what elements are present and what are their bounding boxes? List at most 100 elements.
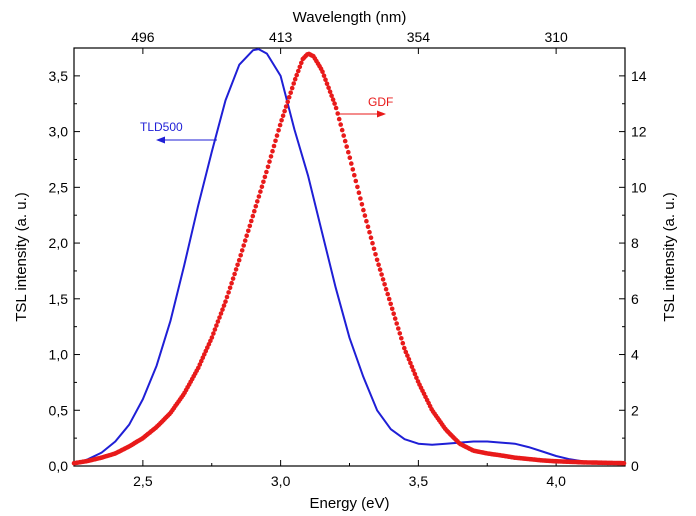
y-right-tick-label: 2 bbox=[631, 402, 639, 418]
series-point-gdf bbox=[262, 174, 268, 180]
series-point-gdf bbox=[346, 149, 351, 155]
annotation-gdf: GDF bbox=[339, 95, 393, 118]
series-point-gdf bbox=[283, 104, 289, 109]
series-point-gdf bbox=[296, 68, 301, 74]
series-point-gdf bbox=[259, 184, 265, 189]
series-point-gdf bbox=[373, 252, 378, 257]
series-point-gdf bbox=[246, 228, 251, 234]
series-point-gdf bbox=[347, 155, 353, 160]
y-right-tick-label: 8 bbox=[631, 235, 639, 251]
series-point-gdf bbox=[339, 127, 345, 133]
x-bottom-tick-label: 3,5 bbox=[409, 473, 429, 489]
series-point-gdf bbox=[391, 311, 397, 317]
series-point-gdf bbox=[385, 291, 391, 297]
series-point-gdf bbox=[396, 326, 401, 331]
x-top-tick-label: 496 bbox=[131, 29, 155, 45]
series-point-gdf bbox=[320, 69, 325, 74]
series-point-gdf bbox=[249, 218, 254, 224]
series-point-gdf bbox=[265, 164, 271, 170]
series-point-gdf bbox=[403, 349, 409, 355]
series-point-gdf bbox=[397, 331, 403, 336]
x-top-tick-label: 310 bbox=[544, 29, 568, 45]
series-point-gdf bbox=[371, 246, 377, 252]
series-point-gdf bbox=[400, 340, 406, 346]
series-point-gdf bbox=[411, 368, 416, 373]
series-point-gdf bbox=[273, 138, 278, 144]
series-point-gdf bbox=[329, 93, 334, 98]
series-point-gdf bbox=[242, 238, 248, 243]
series-point-gdf bbox=[279, 118, 284, 123]
annotation-gdf-label: GDF bbox=[368, 95, 393, 109]
x-top-tick-label: 354 bbox=[407, 29, 431, 45]
series-point-gdf bbox=[282, 108, 287, 114]
series-point-gdf bbox=[286, 95, 292, 100]
series-point-gdf bbox=[394, 321, 400, 326]
x-top-axis-title: Wavelength (nm) bbox=[293, 9, 407, 26]
series-point-gdf bbox=[327, 89, 333, 94]
series-point-gdf bbox=[230, 276, 236, 281]
series-point-gdf bbox=[326, 85, 331, 90]
series-point-gdf bbox=[264, 169, 269, 175]
series-point-gdf bbox=[344, 144, 350, 149]
series-point-gdf bbox=[218, 311, 224, 316]
series-point-gdf bbox=[291, 81, 297, 86]
y-right-tick-label: 14 bbox=[631, 68, 647, 84]
annotation-tld500-arrowhead bbox=[156, 136, 165, 144]
series-point-gdf bbox=[392, 316, 398, 321]
series-point-gdf bbox=[235, 262, 240, 268]
series-point-gdf bbox=[233, 267, 239, 272]
series-point-gdf bbox=[409, 364, 415, 370]
series-point-gdf bbox=[247, 223, 253, 229]
series-point-gdf bbox=[365, 224, 371, 229]
annotation-gdf-arrowhead bbox=[377, 110, 386, 118]
series-point-gdf bbox=[227, 285, 233, 291]
series-point-gdf bbox=[383, 286, 389, 292]
annotation-tld500-label: TLD500 bbox=[140, 120, 183, 134]
series-point-gdf bbox=[332, 101, 337, 106]
series-point-gdf bbox=[297, 64, 303, 70]
series-point-gdf bbox=[361, 207, 366, 213]
x-bottom-tick-label: 4,0 bbox=[546, 473, 566, 489]
series-point-gdf bbox=[358, 196, 363, 201]
series-point-gdf bbox=[405, 353, 410, 358]
series-point-gdf bbox=[379, 272, 384, 277]
y-left-tick-label: 2,0 bbox=[49, 235, 69, 251]
series-point-gdf bbox=[388, 301, 394, 307]
series-point-gdf bbox=[274, 133, 280, 138]
y-left-tick-label: 3,5 bbox=[49, 68, 69, 84]
series-point-gdf bbox=[215, 319, 221, 324]
series-point-gdf bbox=[220, 307, 225, 312]
series-point-gdf bbox=[412, 371, 418, 377]
axis-ticks bbox=[73, 48, 626, 467]
series-point-gdf bbox=[270, 148, 275, 154]
series-point-gdf bbox=[254, 199, 260, 204]
y-right-tick-label: 4 bbox=[631, 347, 639, 363]
series-point-gdf bbox=[376, 262, 381, 268]
series-point-gdf bbox=[226, 290, 231, 295]
series-point-gdf bbox=[289, 85, 295, 91]
series-point-gdf bbox=[349, 161, 354, 166]
y-left-tick-label: 1,0 bbox=[49, 347, 69, 363]
x-axis-title: Energy (eV) bbox=[309, 495, 389, 512]
series-point-gdf bbox=[402, 345, 407, 351]
series-point-gdf bbox=[374, 257, 380, 263]
series-point-gdf bbox=[250, 213, 256, 219]
y-right-tick-label: 10 bbox=[631, 179, 647, 195]
y-right-tick-label: 6 bbox=[631, 291, 639, 307]
series-point-gdf bbox=[214, 323, 219, 328]
series-point-gdf bbox=[355, 184, 360, 190]
y-left-axis-title: TSL intensity (a. u.) bbox=[13, 192, 30, 322]
series-point-gdf bbox=[368, 235, 374, 240]
series-point-gdf bbox=[217, 315, 222, 320]
y-right-axis-title: TSL intensity (a. u.) bbox=[661, 192, 678, 322]
series-point-gdf bbox=[367, 229, 372, 235]
series-point-gdf bbox=[256, 194, 262, 199]
series-point-gdf bbox=[408, 360, 413, 366]
y-right-tick-label: 12 bbox=[631, 124, 647, 140]
series-point-gdf bbox=[323, 77, 328, 82]
series-point-gdf bbox=[238, 253, 243, 258]
series-point-gdf bbox=[299, 60, 304, 66]
series-point-gdf bbox=[211, 331, 216, 336]
series-point-gdf bbox=[241, 243, 246, 248]
